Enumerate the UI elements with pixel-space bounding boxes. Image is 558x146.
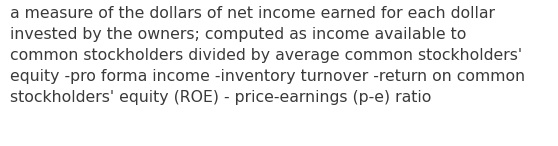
Text: a measure of the dollars of net income earned for each dollar
invested by the ow: a measure of the dollars of net income e… [10,6,525,105]
